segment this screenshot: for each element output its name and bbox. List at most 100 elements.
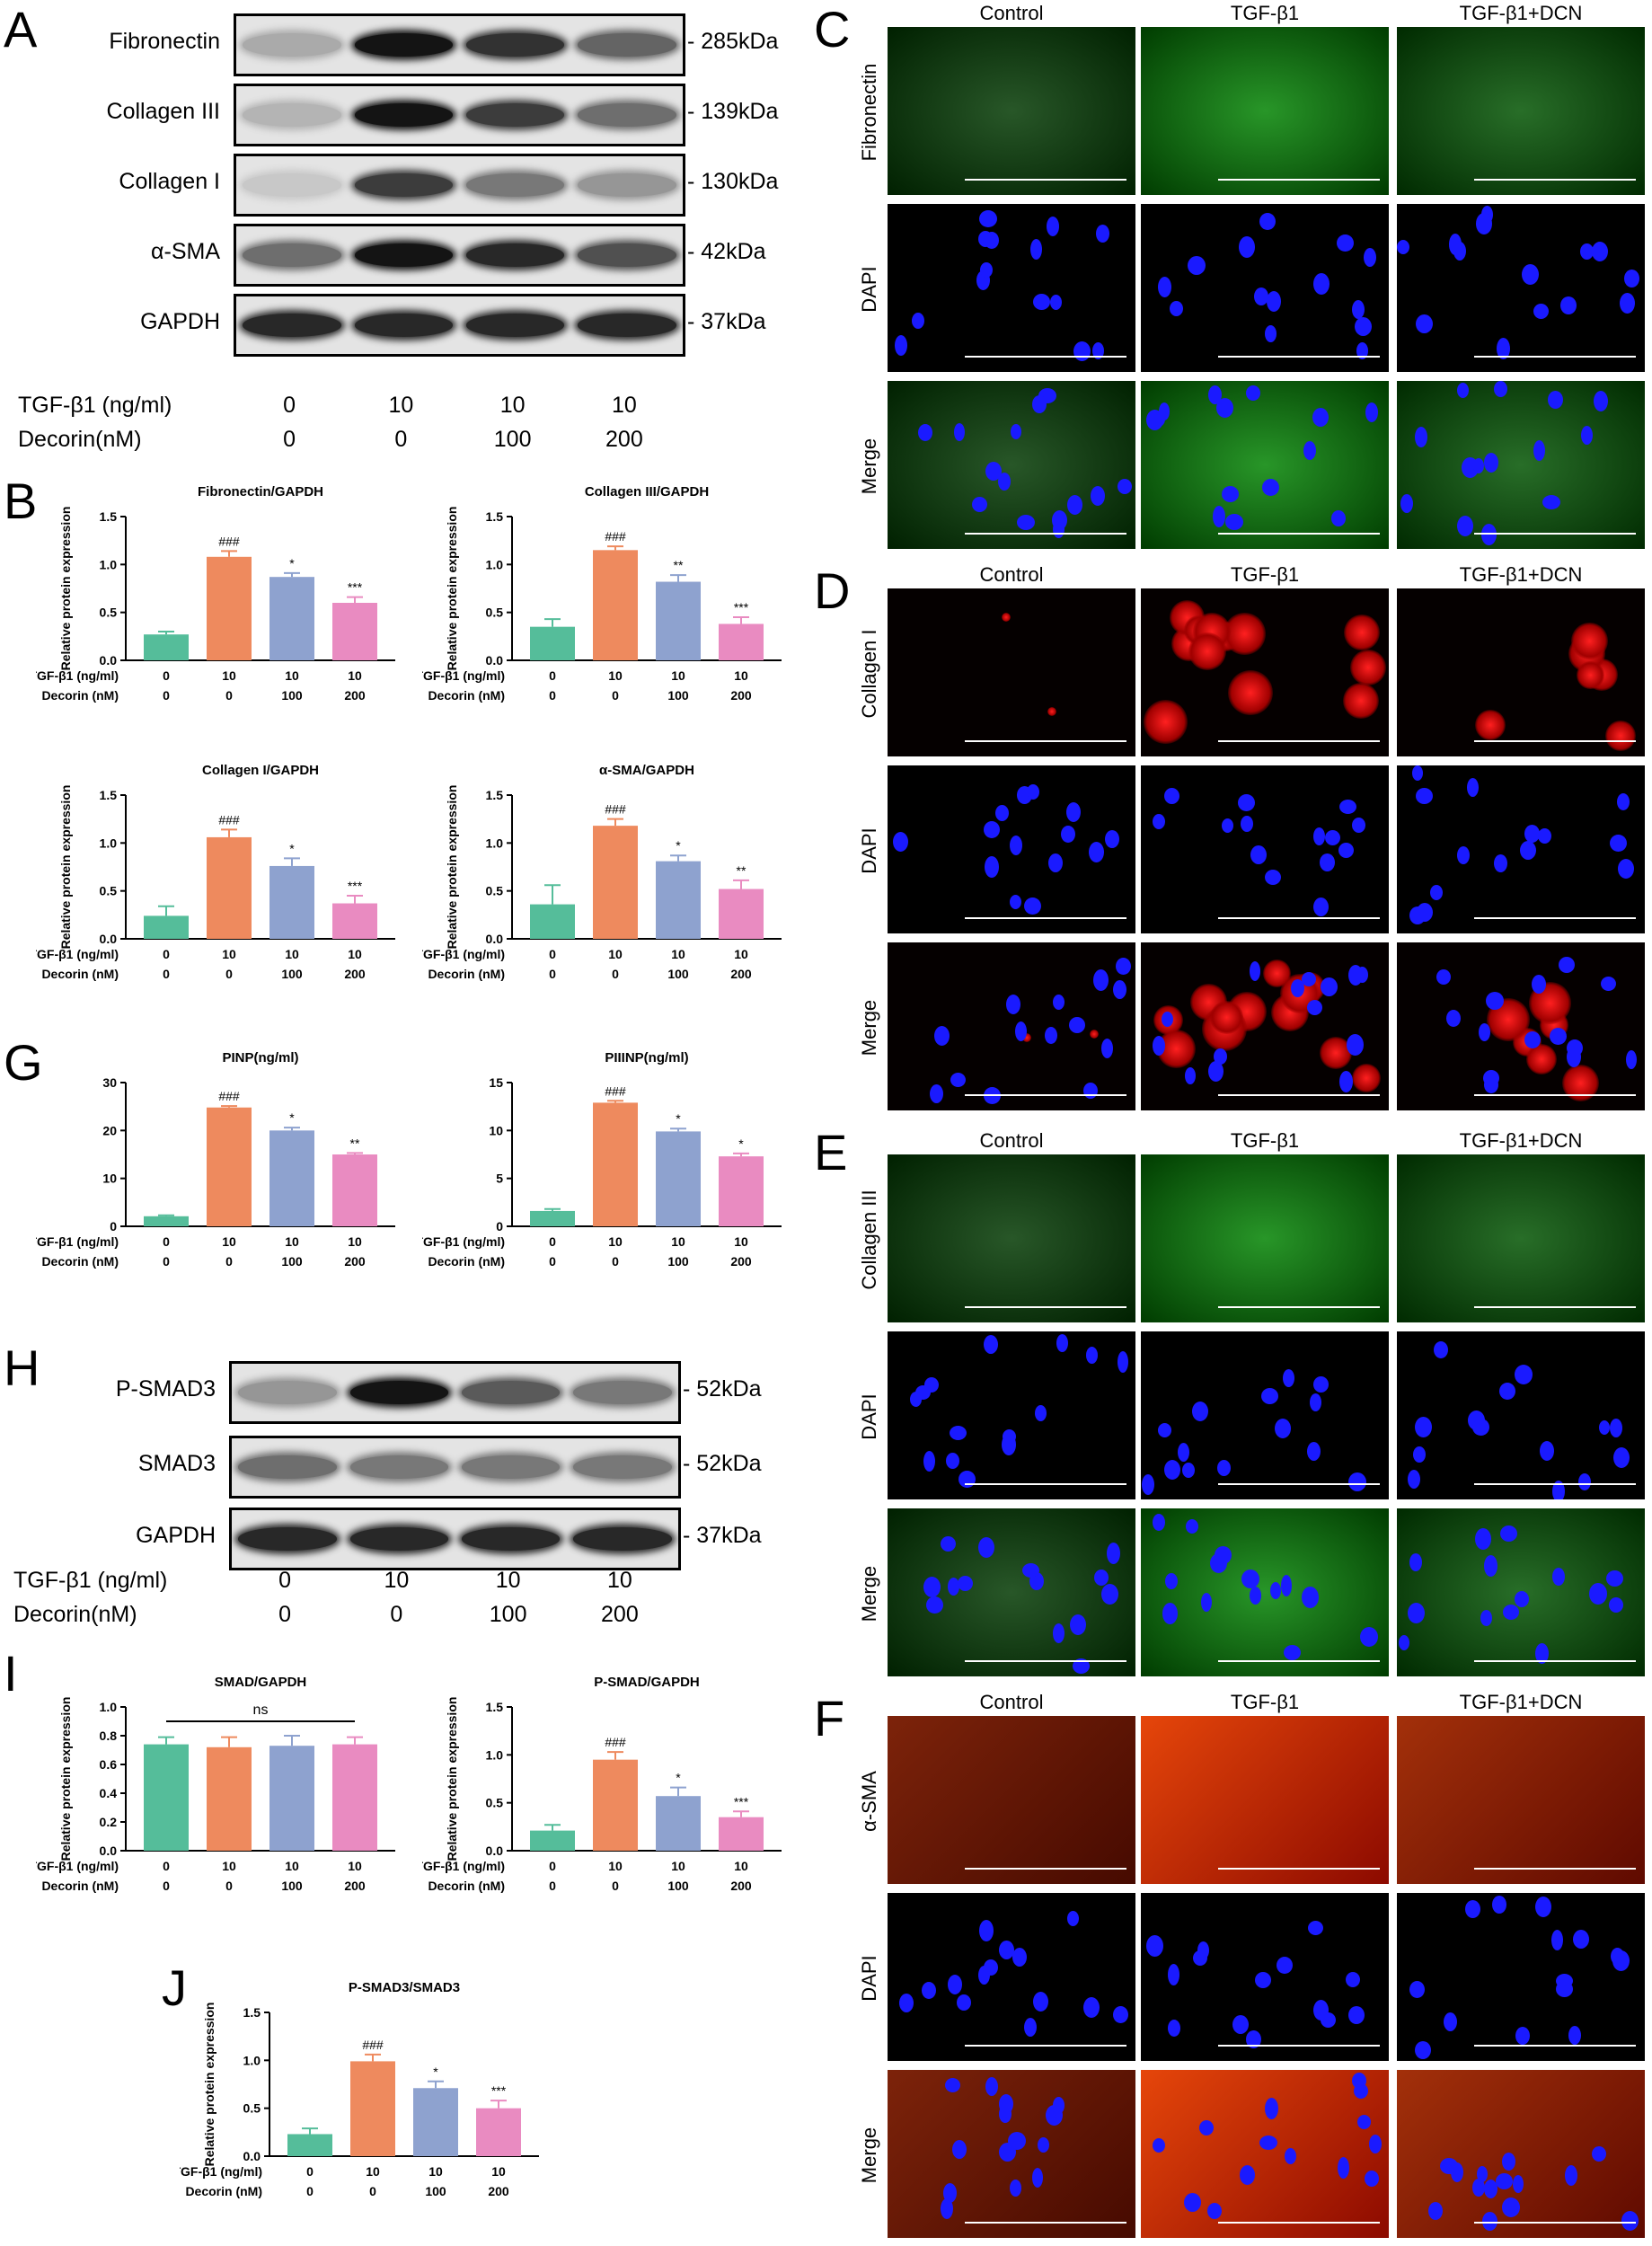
significance-mark: * bbox=[676, 838, 681, 853]
blot-row-label: SMAD3 bbox=[137, 1451, 216, 1476]
nucleus bbox=[1484, 453, 1498, 473]
decorin-value: 0 bbox=[225, 967, 233, 981]
tgf-value: 10 bbox=[611, 393, 637, 418]
stained-cell bbox=[1047, 707, 1056, 716]
nucleus bbox=[1083, 1997, 1100, 2018]
nucleus bbox=[1216, 398, 1233, 418]
decorin-value: 200 bbox=[605, 427, 643, 452]
nucleus bbox=[1473, 458, 1484, 473]
nucleus bbox=[1086, 1347, 1098, 1364]
y-tick-label: 1.5 bbox=[486, 1700, 504, 1714]
column-label: TGF-β1 bbox=[1230, 1691, 1300, 1713]
tgf-value: 10 bbox=[491, 2164, 506, 2179]
nucleus bbox=[1365, 402, 1378, 422]
blot-band bbox=[354, 33, 454, 57]
bar bbox=[719, 1817, 764, 1851]
microscopy-image bbox=[888, 204, 1135, 372]
stained-cell bbox=[1022, 1033, 1031, 1042]
nucleus bbox=[915, 1385, 931, 1400]
bar bbox=[144, 1216, 189, 1226]
nucleus bbox=[1008, 2132, 1026, 2150]
chart-title: P-SMAD3/SMAD3 bbox=[349, 1980, 460, 1995]
nucleus bbox=[1550, 1028, 1567, 1045]
decorin-value: 0 bbox=[549, 967, 556, 981]
nucleus bbox=[1178, 1443, 1189, 1462]
tgf-value: 10 bbox=[499, 393, 526, 418]
tgf-value: 0 bbox=[163, 947, 170, 961]
tgf-value: 0 bbox=[306, 2164, 314, 2179]
blot-row-label: Fibronectin bbox=[109, 29, 220, 54]
scale-bar bbox=[965, 179, 1126, 181]
chart-title: PINP(ng/ml) bbox=[223, 1050, 299, 1066]
nucleus bbox=[1337, 234, 1354, 252]
y-tick-label: 30 bbox=[102, 1075, 117, 1090]
bar bbox=[719, 1156, 764, 1226]
row-label-decorin: Decorin (nM) bbox=[428, 1879, 505, 1893]
bar bbox=[413, 2088, 458, 2156]
row-label-decorin: Decorin (nM) bbox=[428, 688, 505, 703]
tgf-value: 10 bbox=[348, 1859, 362, 1873]
decorin-value: 100 bbox=[281, 688, 303, 703]
microscopy-image bbox=[1397, 1508, 1645, 1676]
blot-band bbox=[354, 103, 454, 127]
significance-mark: * bbox=[289, 841, 295, 855]
nucleus bbox=[1589, 1583, 1607, 1605]
molecular-weight-label: - 285kDa bbox=[687, 29, 779, 54]
y-tick-label: 1.0 bbox=[486, 836, 504, 850]
nucleus bbox=[1453, 242, 1466, 261]
microscopy-image bbox=[1397, 204, 1645, 372]
row-label-tgf: TGF-β1 (ng/ml) bbox=[36, 668, 119, 683]
microscopy-image bbox=[888, 1331, 1135, 1499]
nucleus bbox=[1168, 2020, 1180, 2037]
y-tick-label: 1.5 bbox=[100, 509, 118, 524]
nucleus bbox=[1535, 1643, 1549, 1664]
y-tick-label: 0.0 bbox=[100, 932, 118, 946]
nucleus bbox=[1592, 2146, 1606, 2162]
microscopy-image bbox=[1397, 765, 1645, 933]
nucleus bbox=[1239, 236, 1255, 258]
microscopy-image bbox=[1141, 1154, 1389, 1322]
nucleus bbox=[985, 232, 999, 249]
molecular-weight-label: - 37kDa bbox=[683, 1523, 762, 1548]
nucleus bbox=[1048, 853, 1063, 872]
bar bbox=[656, 1131, 701, 1226]
tgf-value: 10 bbox=[606, 1568, 632, 1593]
blot-band bbox=[354, 243, 454, 267]
column-label: TGF-β1+DCN bbox=[1459, 1129, 1583, 1152]
nucleus bbox=[1153, 814, 1165, 829]
blot-band bbox=[461, 1455, 561, 1479]
chart-fibronectin: Fibronectin/GAPDH Relative protein expres… bbox=[36, 484, 395, 703]
bar bbox=[332, 1154, 377, 1226]
nucleus bbox=[1620, 293, 1635, 314]
chart-title: Collagen III/GAPDH bbox=[585, 484, 709, 500]
nucleus bbox=[1046, 2105, 1063, 2126]
y-tick-label: 0.5 bbox=[243, 2101, 261, 2116]
tgf-value: 0 bbox=[163, 1234, 170, 1249]
nucleus bbox=[1070, 1614, 1086, 1635]
tgf-value: 0 bbox=[283, 393, 296, 418]
nucleus bbox=[1096, 225, 1109, 243]
tgf-value: 10 bbox=[388, 393, 414, 418]
y-tick-label: 1.0 bbox=[100, 1700, 118, 1714]
microscopy-image bbox=[888, 27, 1135, 195]
nucleus bbox=[1222, 486, 1239, 502]
nucleus bbox=[1565, 2165, 1577, 2186]
nucleus bbox=[1017, 515, 1035, 530]
nucleus bbox=[1113, 980, 1126, 999]
column-label: TGF-β1+DCN bbox=[1459, 1691, 1583, 1713]
nucleus bbox=[1339, 800, 1356, 814]
significance-mark: *** bbox=[348, 879, 363, 893]
nucleus bbox=[984, 1335, 998, 1354]
scale-bar bbox=[1218, 740, 1380, 742]
nucleus bbox=[978, 1537, 994, 1558]
nucleus bbox=[1409, 906, 1426, 924]
nucleus bbox=[1313, 827, 1325, 845]
significance-mark: ** bbox=[674, 558, 684, 572]
decorin-value: 100 bbox=[489, 1602, 527, 1627]
nucleus bbox=[1002, 1434, 1016, 1455]
bar bbox=[656, 581, 701, 660]
nucleus bbox=[1032, 2168, 1043, 2188]
nucleus bbox=[1164, 788, 1179, 804]
row-label: Merge bbox=[858, 2127, 880, 2183]
nucleus bbox=[1250, 961, 1260, 981]
